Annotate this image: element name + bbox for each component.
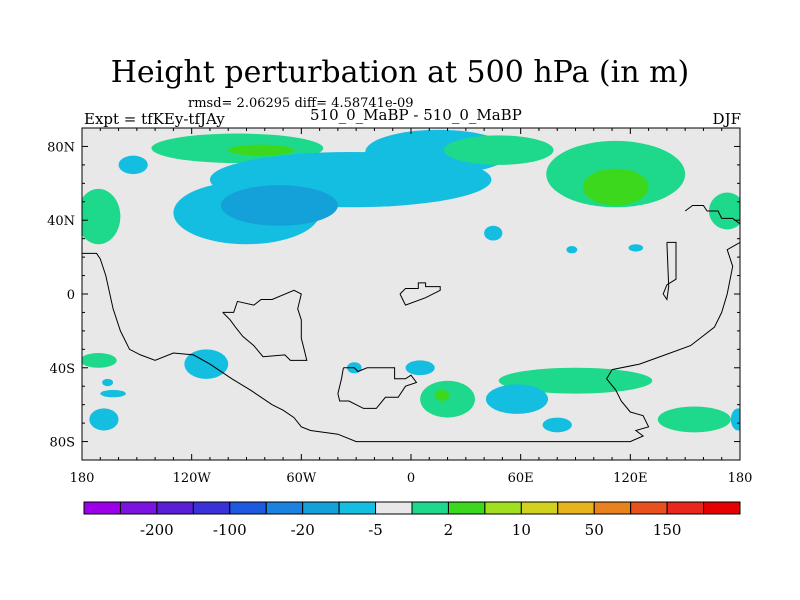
x-tick-label: 60E [508,471,534,486]
contour-region [730,408,740,431]
colorbar-box [265,501,304,515]
contour-region [89,408,119,431]
contour-region [582,168,649,206]
colorbar-box [666,501,705,515]
contour-region [228,144,295,156]
colorbar-box [593,501,632,515]
y-tick-label: 40S [50,362,75,377]
contour-region [118,155,148,175]
contour-region [485,384,549,414]
contour-region [82,353,117,368]
y-tick-label: 80S [50,436,75,451]
colorbar-label: -5 [368,521,383,539]
colorbar-box [229,501,267,515]
contour-region [708,192,740,230]
contour-region [100,389,126,398]
colorbar-label: -20 [291,521,315,539]
coastline [662,241,677,301]
colorbar-box [83,501,121,515]
colorbar-label: 10 [512,521,531,539]
colorbar-box [703,501,741,515]
colorbar-box [302,501,340,515]
contour-region [542,417,572,433]
coastline [684,205,740,225]
contour-region [420,380,475,418]
colorbar-box [156,501,194,515]
colorbar-box [484,501,522,515]
x-tick-label: 0 [407,471,415,486]
colorbar-label: 50 [585,521,604,539]
colorbar-box [630,501,668,515]
plot-field [82,129,740,443]
x-tick-label: 120W [173,471,212,486]
y-tick-label: 80N [47,140,75,155]
contour-region [405,360,435,376]
contour-region [628,244,644,252]
colorbar-box [411,501,449,515]
colorbar-label: -100 [213,521,247,539]
contour-region [102,378,114,387]
contour-region [566,246,578,254]
rmsd-diff-label: rmsd= 2.06295 diff= 4.58741e-09 [188,96,414,111]
coastline [399,282,441,306]
x-tick-label: 180 [70,471,95,486]
contour-region [434,389,450,401]
x-tick-label: 120E [613,471,647,486]
x-tick-label: 60W [286,471,317,486]
contour-region [484,225,503,241]
colorbar-label: 2 [444,521,454,539]
colorbar-label: -200 [140,521,174,539]
colorbar-box [338,501,377,515]
colorbar-box [447,501,486,515]
chart-title: Height perturbation at 500 hPa (in m) [110,55,690,90]
contour-region [443,135,554,165]
contour-region [82,188,121,245]
contour-region [657,406,731,433]
colorbar-box [520,501,559,515]
colorbar-label: 150 [653,521,682,539]
coastline [82,241,740,443]
coastline [222,289,308,361]
contour-region [220,185,338,226]
contour-region [184,349,229,379]
y-tick-label: 40N [47,214,75,229]
colorbar-box [192,501,231,515]
experiment-label: Expt = tfKEy-tfJAy [84,110,225,128]
colorbar-box [119,501,158,515]
case-label: 510_0_MaBP - 510_0_MaBP [310,106,522,124]
colorbar-box [557,501,595,515]
coastline [337,367,418,409]
x-tick-label: 180 [728,471,753,486]
colorbar-box [375,501,413,515]
y-tick-label: 0 [67,288,75,303]
season-label: DJF [712,110,741,128]
